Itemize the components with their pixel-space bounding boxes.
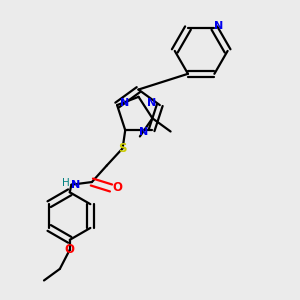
Text: N: N [139, 127, 148, 137]
Text: N: N [120, 98, 129, 108]
Text: O: O [112, 182, 123, 194]
Text: O: O [65, 243, 75, 256]
Text: N: N [147, 98, 156, 108]
Text: N: N [71, 180, 80, 190]
Text: N: N [214, 21, 223, 32]
Text: S: S [118, 142, 127, 155]
Text: H: H [61, 178, 69, 188]
